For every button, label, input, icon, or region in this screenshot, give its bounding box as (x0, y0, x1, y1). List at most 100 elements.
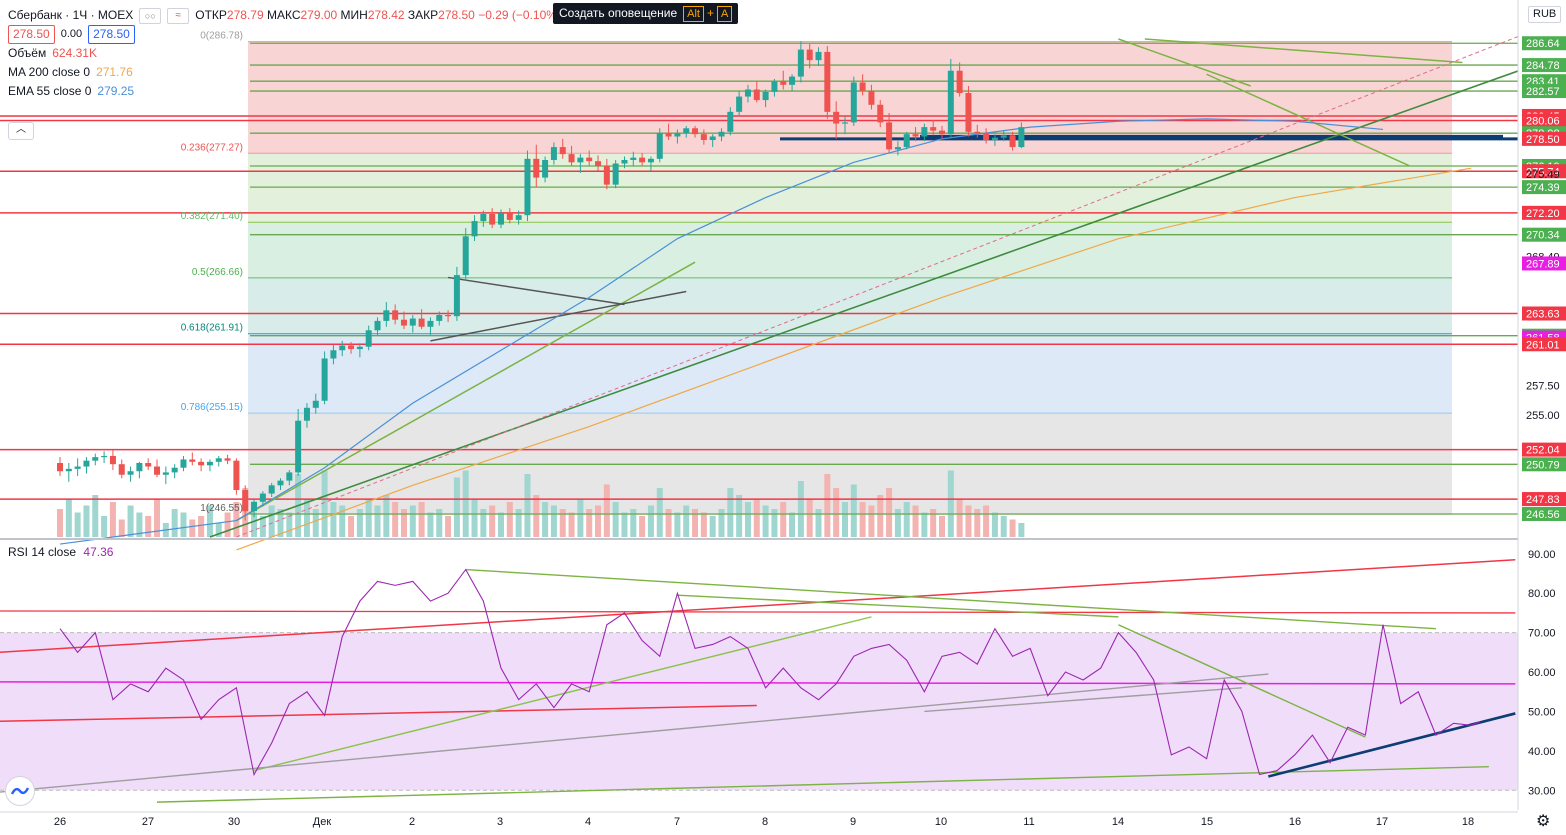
buy-price[interactable]: 278.50 (88, 25, 135, 44)
candle-body (462, 236, 469, 276)
volume-bar (956, 498, 963, 537)
volume-bar (286, 512, 293, 537)
fib-zone-5 (248, 413, 1452, 515)
candle-body (453, 275, 460, 317)
candle-body (445, 315, 452, 317)
candles[interactable] (57, 41, 1025, 521)
price-tag-bg (1522, 131, 1566, 146)
rsi-tick-label: 70.00 (1528, 628, 1556, 640)
price-tick-label: 246.56 (1526, 509, 1560, 521)
volume-bar (709, 516, 716, 537)
candle-body (1009, 135, 1016, 148)
symbol-title[interactable]: Сбербанк · 1Ч · MOEX (8, 8, 134, 22)
compare-icon[interactable]: ≈ (167, 7, 190, 24)
volume-bar (233, 502, 240, 537)
price-tick-label: 275.74 (1526, 166, 1560, 178)
close-label: ЗАКР (407, 8, 439, 22)
legend-header-row: Сбербанк · 1Ч · MOEX ○○ ≈ ОТКР278.79 МАК… (8, 6, 561, 25)
volume-bar (427, 512, 434, 537)
volume-bar (506, 502, 513, 537)
change-value: −0.29 (−0.10%) (478, 8, 561, 22)
candle-body (259, 493, 266, 502)
volume-bar (312, 509, 319, 537)
rsi-tick-label: 60.00 (1528, 667, 1556, 679)
currency-badge[interactable]: RUB (1528, 6, 1562, 23)
candle-body (780, 81, 787, 85)
volume-bar (736, 495, 743, 537)
candle-body (939, 130, 945, 135)
fib-zone-0 (248, 41, 1452, 154)
ema-legend[interactable]: EMA 55 close 0 279.25 (8, 82, 561, 101)
volume-bar (824, 474, 831, 537)
price-tick-label: 270.34 (1526, 230, 1560, 242)
candle-body (101, 455, 108, 458)
rsi-green-up (253, 616, 872, 772)
candle-body (886, 122, 893, 150)
volume-legend[interactable]: Объём 624.31K (8, 44, 561, 63)
dashed-trendline (236, 26, 1542, 538)
volume-bar (436, 509, 443, 537)
volume-bar (101, 516, 108, 537)
rsi-legend[interactable]: RSI 14 close 47.36 (8, 545, 113, 559)
fib-label-0.382: 0.382(271.40) (181, 211, 243, 222)
tooltip-text: Создать оповещение (559, 6, 678, 20)
candle-body (1000, 135, 1007, 138)
fib-label-0: 0(286.78) (200, 31, 243, 42)
triangle-upper (447, 276, 625, 306)
sell-price[interactable]: 278.50 (8, 25, 55, 44)
collapse-legend-button[interactable]: ︿ (8, 122, 34, 140)
candle-body (233, 460, 240, 491)
volume-bar (568, 512, 575, 537)
volume-bar (480, 509, 487, 537)
candle-body (568, 154, 575, 163)
candle-body (894, 147, 901, 150)
logo-icon (10, 787, 30, 795)
candle-body (789, 76, 796, 85)
volume-bar (577, 498, 584, 537)
volume-bar (92, 495, 99, 537)
candle-body (850, 82, 857, 123)
tradingview-logo[interactable] (5, 776, 35, 806)
candle-body (189, 459, 196, 462)
rsi-tick-label: 80.00 (1528, 588, 1556, 600)
volume-bar (542, 502, 549, 537)
candle-body (312, 400, 319, 408)
time-tick-label: 4 (585, 816, 591, 828)
volume-bar (418, 502, 425, 537)
rsi-tick-label: 40.00 (1528, 746, 1556, 758)
price-tick-label: 282.57 (1526, 86, 1560, 98)
rsi-tick-label: 90.00 (1528, 549, 1556, 561)
ma-legend[interactable]: MA 200 close 0 271.76 (8, 63, 561, 82)
candle-body (436, 315, 443, 321)
volume-bar (939, 516, 945, 537)
volume-bar (718, 509, 725, 537)
eye-icon[interactable]: ○○ (139, 7, 162, 24)
price-tag-bg (1522, 205, 1566, 220)
volume-bar (392, 502, 399, 537)
volume-bar (136, 512, 143, 537)
ohlc-values: ОТКР278.79 МАКС279.00 МИН278.42 ЗАКР278.… (195, 6, 561, 25)
volume-bar (471, 498, 478, 537)
volume-bar (903, 502, 910, 537)
volume-bar (930, 509, 937, 537)
volume-label: Объём (8, 46, 47, 60)
candle-body (665, 132, 672, 137)
rsi-band (0, 632, 1518, 791)
candle-body (991, 137, 998, 141)
fib-zone-2 (248, 222, 1452, 278)
candle-body (286, 472, 293, 481)
fib-label-0.786: 0.786(255.15) (181, 402, 243, 413)
time-tick-label: 9 (850, 816, 856, 828)
price-tag-bg (1522, 227, 1566, 242)
candle-body (171, 467, 178, 473)
volume-bar (700, 512, 707, 537)
price-tag-bg (1522, 180, 1566, 195)
candle-body (251, 501, 258, 512)
candle-body (683, 128, 690, 133)
volume-bar (109, 502, 116, 537)
volume-bar (806, 498, 813, 537)
volume-bar (744, 502, 751, 537)
candle-body (418, 318, 425, 327)
settings-gear-icon[interactable]: ⚙ (1536, 813, 1551, 830)
